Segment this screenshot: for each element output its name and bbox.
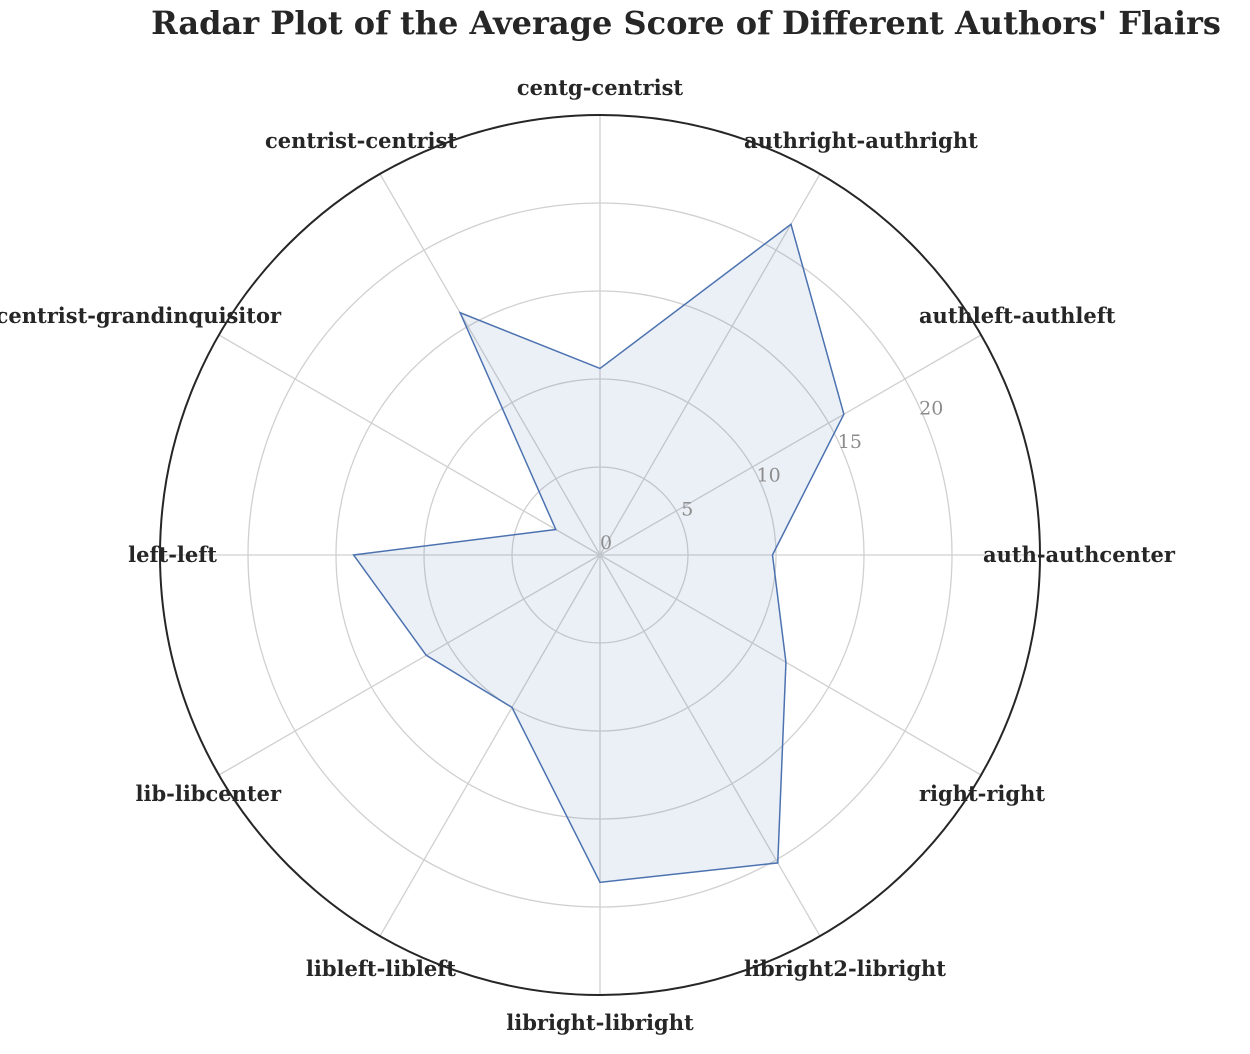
category-labels: auth-authcenter authleft-authleft authrigh… xyxy=(0,75,1176,1035)
grid-ring-10 xyxy=(423,378,777,732)
spoke-authright-authright xyxy=(599,173,821,556)
grid-ring-15 xyxy=(335,290,865,820)
category-label-authright-authright: authright-authright xyxy=(744,128,978,153)
chart-title: Radar Plot of the Average Score of Diffe… xyxy=(151,4,1221,42)
category-label-authleft-authleft: authleft-authleft xyxy=(919,303,1116,328)
category-label-right-right: right-right xyxy=(919,781,1045,806)
category-label-auth-authcenter: auth-authcenter xyxy=(983,542,1176,567)
spoke-authleft-authleft xyxy=(599,334,982,556)
grid-ring-20 xyxy=(247,202,953,908)
series-layer xyxy=(352,222,845,884)
r-tick-label-20: 20 xyxy=(919,397,943,419)
category-label-centrist-centrist: centrist-centrist xyxy=(265,128,457,153)
grid-ring-5 xyxy=(511,466,689,644)
r-tick-label-0: 0 xyxy=(600,532,612,554)
tick-labels: 0 5 10 15 20 xyxy=(600,397,943,554)
spoke-centrist-centrist xyxy=(379,173,601,556)
category-label-libleft-libleft: libleft-libleft xyxy=(306,956,456,981)
spoke-centrist-grandinquisitor xyxy=(218,334,601,556)
category-label-libright-libright: libright-libright xyxy=(506,1010,694,1035)
outer-ring xyxy=(159,114,1041,996)
series-area-0 xyxy=(352,222,845,884)
r-tick-label-5: 5 xyxy=(681,498,693,520)
category-label-lib-libcenter: lib-libcenter xyxy=(135,781,281,806)
spoke-libright2-libright xyxy=(599,554,821,937)
category-label-left-left: left-left xyxy=(128,542,217,567)
category-label-centg-centrist: centg-centrist xyxy=(517,75,683,100)
r-tick-label-15: 15 xyxy=(838,431,862,453)
category-label-centrist-grandinquisitor: centrist-grandinquisitor xyxy=(0,303,282,328)
spoke-lib-libcenter xyxy=(218,554,601,776)
category-label-libright2-libright: libright2-libright xyxy=(744,956,946,981)
r-tick-label-10: 10 xyxy=(757,465,781,487)
spoke-libleft-libleft xyxy=(379,554,601,937)
spoke-right-right xyxy=(599,554,982,776)
grid-layer xyxy=(159,114,1041,996)
